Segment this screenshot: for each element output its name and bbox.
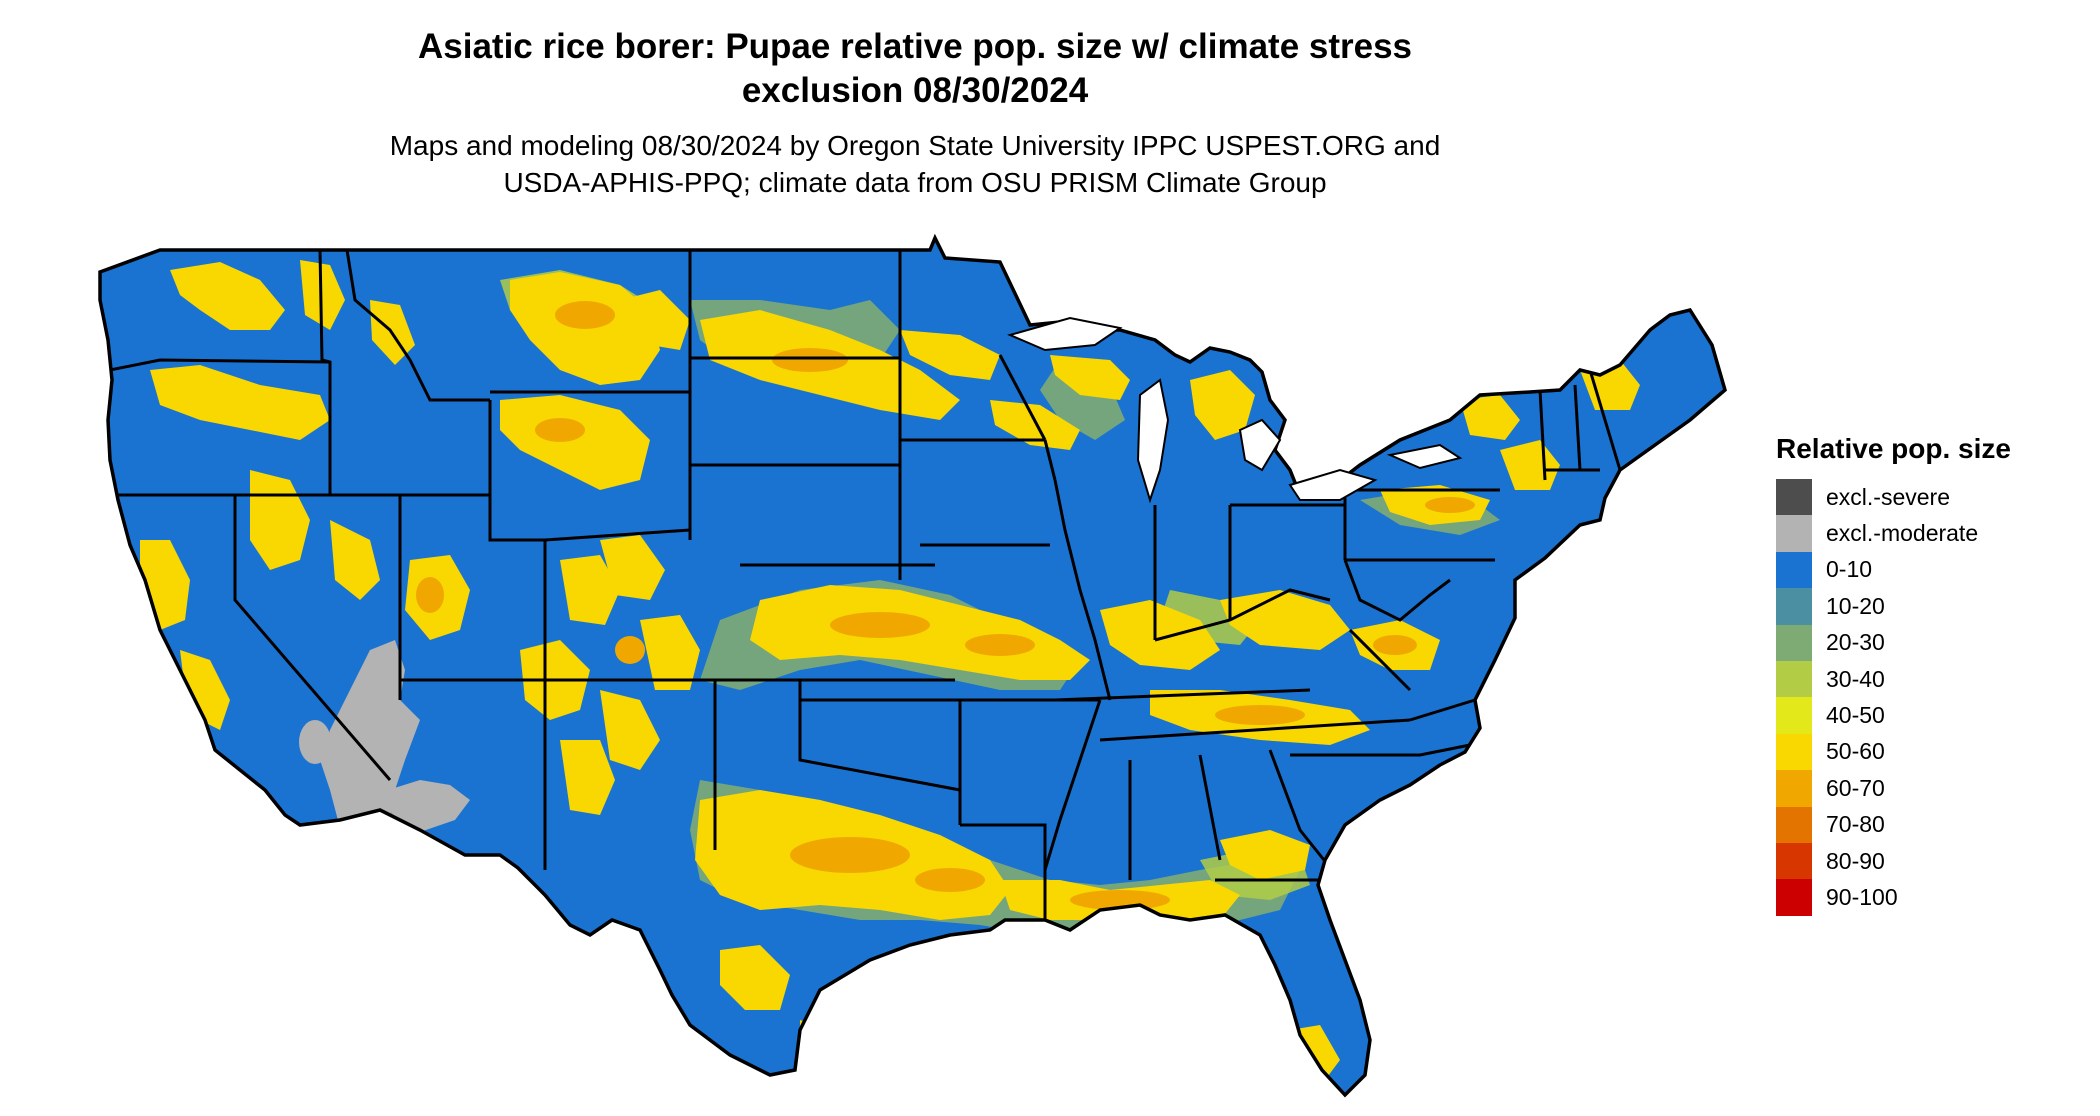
legend-swatch — [1776, 842, 1812, 880]
legend-item: 0-10 — [1776, 551, 1978, 589]
legend-swatch — [1776, 588, 1812, 625]
legend-item: 90-100 — [1776, 879, 1978, 916]
legend-label: 80-90 — [1826, 847, 1885, 874]
legend: excl.-severe excl.-moderate 0-10 10-20 20-30… — [1776, 479, 1978, 916]
legend-item: 70-80 — [1776, 806, 1978, 843]
map-title-line-1: Asiatic rice borer: Pupae relative pop. … — [417, 27, 1413, 66]
legend-item: 10-20 — [1776, 588, 1978, 625]
legend-label: 30-40 — [1826, 665, 1885, 692]
legend-label: 20-30 — [1826, 629, 1885, 656]
legend-label: 50-60 — [1826, 738, 1885, 765]
legend-item: 20-30 — [1776, 624, 1978, 661]
legend-item: 50-60 — [1776, 733, 1978, 771]
legend-swatch — [1776, 479, 1812, 516]
legend-label: 0-10 — [1826, 556, 1873, 583]
legend-swatch — [1776, 733, 1812, 771]
map-title-line-2: exclusion 08/30/2024 — [741, 71, 1089, 110]
legend-swatch — [1776, 660, 1812, 698]
legend-label: 90-100 — [1826, 883, 1898, 910]
legend-label: 40-50 — [1826, 702, 1885, 729]
legend-swatch — [1776, 697, 1812, 734]
legend-item: 60-70 — [1776, 770, 1978, 807]
legend-label: 70-80 — [1826, 811, 1885, 838]
legend-label: excl.-severe — [1826, 483, 1950, 510]
legend-label: excl.-moderate — [1826, 520, 1979, 547]
legend-swatch — [1776, 624, 1812, 661]
legend-label: 10-20 — [1826, 592, 1885, 619]
legend-item: 30-40 — [1776, 660, 1978, 698]
legend-swatch — [1776, 515, 1812, 552]
legend-label: 60-70 — [1826, 774, 1885, 801]
map-subtitle-line-1: Maps and modeling 08/30/2024 by Oregon S… — [389, 130, 1441, 161]
legend-item: excl.-severe — [1776, 479, 1978, 516]
legend-item: 40-50 — [1776, 697, 1978, 734]
legend-swatch — [1776, 879, 1812, 916]
legend-item: 80-90 — [1776, 842, 1978, 880]
map-subtitle-line-2: USDA-APHIS-PPQ; climate data from OSU PR… — [503, 167, 1327, 198]
legend-swatch — [1776, 806, 1812, 843]
legend-title: Relative pop. size — [1776, 433, 2011, 464]
legend-item: excl.-moderate — [1776, 515, 1979, 552]
legend-swatch — [1776, 551, 1812, 589]
legend-swatch — [1776, 770, 1812, 807]
